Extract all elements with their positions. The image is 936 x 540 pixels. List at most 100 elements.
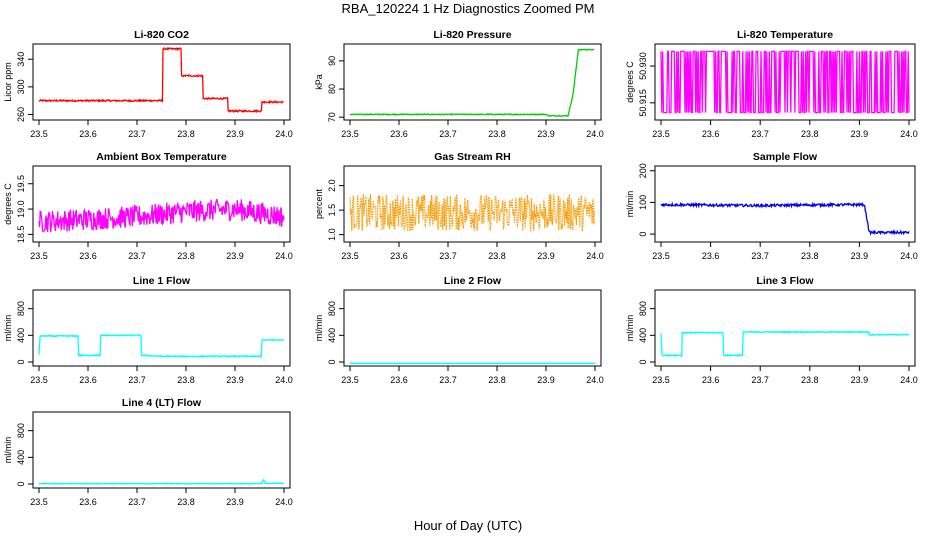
series-line	[660, 201, 910, 237]
plot-frame	[343, 43, 602, 121]
y-tick-label: 100	[638, 195, 648, 210]
x-tick-label: 23.6	[702, 251, 720, 261]
panel-title: Sample Flow	[753, 151, 818, 163]
y-axis-label: ml/min	[3, 315, 13, 342]
y-axis-label: degrees C	[625, 61, 635, 103]
y-tick-label: 0	[638, 232, 648, 237]
y-tick-label: 800	[327, 301, 337, 316]
plot-frame	[343, 165, 602, 243]
x-tick-label: 23.6	[79, 251, 97, 261]
panel-3: Li-820 Temperature degrees C 23.5 23.6 23.7 2…	[625, 29, 918, 139]
x-tick-label: 23.5	[341, 251, 359, 261]
y-tick-label: 19.5	[16, 175, 26, 193]
y-tick-label: 800	[16, 301, 26, 316]
x-tick-label: 23.7	[128, 129, 146, 139]
x-tick-label: 23.8	[801, 375, 819, 385]
x-tick-label: 24.0	[586, 375, 604, 385]
y-tick-label: 400	[327, 328, 337, 343]
x-tick-label: 23.6	[390, 251, 408, 261]
y-tick-label: 70	[327, 112, 337, 122]
x-tick-label: 23.8	[488, 129, 506, 139]
panel-title: Gas Stream RH	[434, 151, 510, 163]
panel-6: Sample Flow ml/min 23.5 23.6 23.7 23.8 23.9 24.…	[625, 151, 918, 261]
y-tick-label: 800	[638, 301, 648, 316]
x-tick-label: 23.6	[390, 375, 408, 385]
plot-frame	[32, 289, 291, 367]
x-tick-label: 23.8	[177, 497, 195, 507]
y-axis-label: ml/min	[314, 315, 324, 342]
x-tick-label: 23.5	[30, 375, 48, 385]
y-tick-label: 340	[16, 52, 26, 67]
series-line	[349, 194, 596, 233]
x-tick-label: 24.0	[275, 251, 293, 261]
y-tick-label: 80	[327, 84, 337, 94]
y-tick-label: 400	[16, 450, 26, 465]
x-tick-label: 23.6	[79, 375, 97, 385]
x-tick-label: 24.0	[586, 251, 604, 261]
y-tick-label: 90	[327, 56, 337, 66]
y-tick-label: 19.0	[16, 200, 26, 218]
y-tick-label: 400	[16, 328, 26, 343]
figure-x-axis-label: Hour of Day (UTC)	[413, 518, 523, 533]
series-line	[38, 198, 285, 233]
x-tick-label: 23.6	[702, 129, 720, 139]
panel-2: Li-820 Pressure kPa 23.5 23.6 23.7 23.8 23.9 24…	[314, 29, 604, 139]
plot-frame	[32, 43, 291, 121]
y-tick-label: 50.930	[638, 52, 648, 80]
x-tick-label: 24.0	[275, 497, 293, 507]
panel-title: Li-820 Pressure	[433, 29, 511, 41]
x-tick-label: 23.7	[751, 129, 769, 139]
x-tick-label: 23.7	[128, 375, 146, 385]
panel-8: Line 2 Flow ml/min 23.5 23.6 23.7 23.8 23.9 24.…	[314, 275, 604, 385]
y-axis-label: ml/min	[625, 315, 635, 342]
y-tick-label: 1.5	[327, 204, 337, 217]
x-tick-label: 23.8	[177, 129, 195, 139]
x-tick-label: 23.5	[30, 251, 48, 261]
x-tick-label: 23.9	[226, 375, 244, 385]
x-tick-label: 23.5	[652, 251, 670, 261]
x-tick-label: 23.5	[652, 375, 670, 385]
plot-frame	[343, 289, 602, 367]
series-line	[660, 50, 910, 114]
x-tick-label: 23.7	[439, 375, 457, 385]
x-tick-label: 24.0	[275, 129, 293, 139]
series-line	[660, 330, 910, 358]
x-tick-label: 23.6	[702, 375, 720, 385]
series-line	[38, 478, 284, 485]
y-axis-label: Licor ppm	[3, 62, 13, 102]
panel-title: Line 4 (LT) Flow	[122, 397, 202, 409]
x-tick-label: 23.9	[537, 375, 555, 385]
x-tick-label: 23.9	[537, 129, 555, 139]
x-tick-label: 23.8	[488, 375, 506, 385]
x-tick-label: 23.9	[226, 129, 244, 139]
panel-title: Line 2 Flow	[444, 275, 502, 287]
panel-title: Line 3 Flow	[756, 275, 814, 287]
plot-frame	[654, 289, 916, 367]
y-axis-label: ml/min	[625, 191, 635, 218]
y-tick-label: 200	[638, 163, 648, 178]
y-tick-label: 260	[16, 107, 26, 122]
plot-frame	[32, 165, 291, 243]
series-line	[38, 46, 284, 114]
x-tick-label: 23.9	[537, 251, 555, 261]
x-tick-label: 23.9	[226, 251, 244, 261]
panel-title: Li-820 CO2	[134, 29, 189, 41]
y-tick-label: 800	[16, 423, 26, 438]
plot-frame	[654, 43, 916, 121]
x-tick-label: 23.5	[652, 129, 670, 139]
plot-frame	[32, 411, 291, 489]
panel-1: Li-820 CO2 Licor ppm 23.5 23.6 23.7 23.8 23.9 2…	[3, 29, 293, 139]
x-tick-label: 23.9	[851, 129, 869, 139]
y-tick-label: 2.0	[327, 179, 337, 192]
panel-9: Line 3 Flow ml/min 23.5 23.6 23.7 23.8 23.9 24.…	[625, 275, 918, 385]
panel-title: Ambient Box Temperature	[96, 151, 227, 163]
panel-title: Li-820 Temperature	[737, 29, 833, 41]
x-tick-label: 24.0	[586, 129, 604, 139]
x-tick-label: 23.7	[439, 251, 457, 261]
x-tick-label: 23.8	[801, 129, 819, 139]
figure-title: RBA_120224 1 Hz Diagnostics Zoomed PM	[341, 1, 595, 16]
x-tick-label: 23.7	[751, 251, 769, 261]
panel-7: Line 1 Flow ml/min 23.5 23.6 23.7 23.8 23.9 24.…	[3, 275, 293, 385]
x-tick-label: 23.7	[128, 497, 146, 507]
